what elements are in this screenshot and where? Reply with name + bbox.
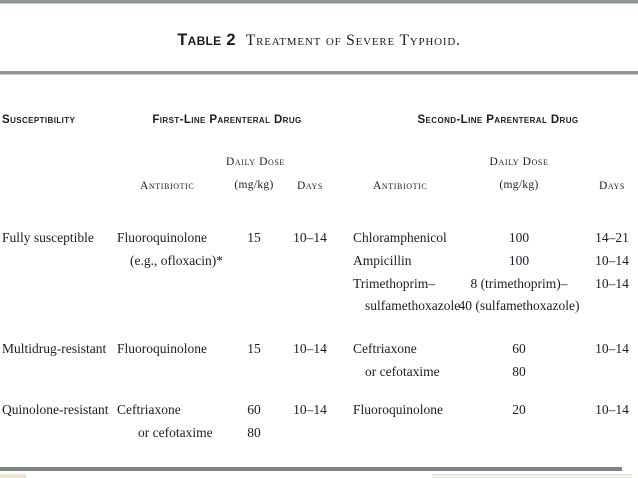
row1-second-dose-3-cont: 40 (sulfamethoxazole) [458,298,580,313]
row3-second-days: 10–14 [595,402,629,417]
header-antibiotic-first: Antibiotic [140,180,195,192]
row3-susceptibility: Quinolone-resistant [2,402,109,417]
header-antibiotic-second: Antibiotic [373,180,428,192]
row1-second-dose-2: 100 [508,253,530,268]
table-label: Table 2 [177,31,236,49]
bottom-right-artifact [432,474,632,478]
row1-second-antibiotic-2: Ampicillin [353,253,412,268]
row1-first-days: 10–14 [293,230,327,245]
bottom-left-artifact [0,474,26,478]
top-rule [0,0,638,4]
row1-first-dose: 15 [247,230,261,245]
row2-second-antibiotic: Ceftriaxone [353,341,417,356]
row1-second-dose-3: 8 (trimethoprim)– [470,276,568,291]
row1-susceptibility: Fully susceptible [2,230,94,245]
row3-first-dose-2: 80 [247,425,261,440]
header-second-line-group: Second-Line Parenteral Drug [417,114,579,126]
row2-first-dose: 15 [247,341,261,356]
row2-susceptibility: Multidrug-resistant [2,341,107,356]
row2-second-dose-2: 80 [512,364,526,379]
header-dose-unit-second: (mg/kg) [499,179,539,191]
header-days-second: Days [599,180,625,192]
row1-second-days-2: 10–14 [595,253,629,268]
row3-first-antibiotic-alt: or cefotaxime [138,425,213,440]
header-daily-dose-first: Daily Dose [226,156,285,168]
row2-second-antibiotic-alt: or cefotaxime [365,364,440,379]
row1-second-antibiotic-1: Chloramphenicol [353,230,447,245]
row1-second-days-3: 10–14 [595,276,629,291]
header-daily-dose-second: Daily Dose [489,156,549,168]
row1-second-antibiotic-3: Trimethoprim– [353,276,436,291]
row3-first-antibiotic: Ceftriaxone [117,402,181,417]
row3-second-antibiotic: Fluoroquinolone [353,402,443,417]
header-susceptibility: Susceptibility [2,114,76,126]
header-dose-unit-first: (mg/kg) [234,179,274,191]
bottom-rule [0,467,622,471]
row3-second-dose: 20 [512,402,526,417]
row2-first-antibiotic: Fluoroquinolone [117,341,207,356]
row3-first-days: 10–14 [293,402,327,417]
row1-first-antibiotic: Fluoroquinolone [117,230,207,245]
row2-first-days: 10–14 [293,341,327,356]
row2-second-days: 10–14 [595,341,629,356]
header-first-line-group: First-Line Parenteral Drug [152,114,302,126]
table-title-text: Treatment of Severe Typhoid. [245,32,461,49]
table-title: Table 2 Treatment of Severe Typhoid. [0,31,638,50]
row1-second-days-1: 14–21 [595,230,629,245]
title-divider-rule [0,71,638,75]
row3-first-dose-1: 60 [247,402,261,417]
row1-first-antibiotic-note: (e.g., ofloxacin)* [130,253,223,268]
header-days-first: Days [297,180,323,192]
row1-second-dose-1: 100 [508,230,530,245]
row2-second-dose-1: 60 [512,341,526,356]
row1-second-antibiotic-3-cont: sulfamethoxazole [365,298,461,313]
